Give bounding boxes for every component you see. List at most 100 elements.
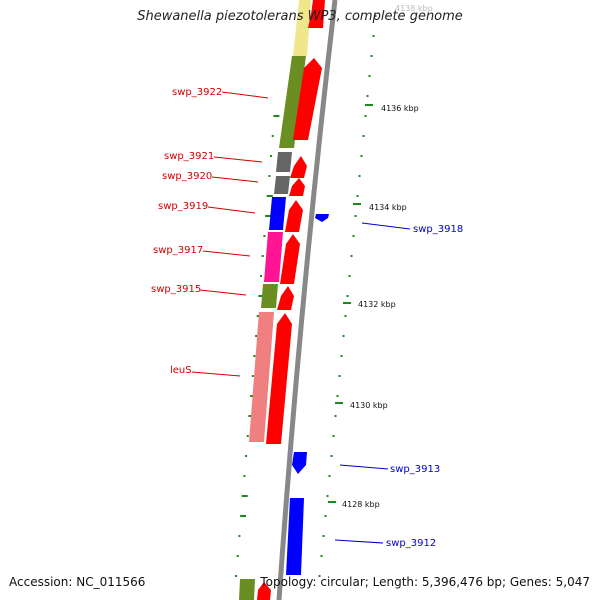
scale-dot: [358, 175, 361, 177]
gene-label[interactable]: swp_3913: [390, 464, 440, 475]
label-leader-line: [191, 371, 241, 377]
tick-label: 4128 kbp: [342, 500, 380, 509]
cog-block-magenta: [264, 232, 283, 282]
accession-label: Accession: NC_011566: [9, 575, 146, 589]
gene-arrow-forward: [277, 286, 294, 310]
cog-block-salmon: [249, 312, 274, 442]
major-tick: [343, 302, 351, 304]
scale-dot: [258, 295, 265, 297]
scale-dot: [334, 415, 337, 417]
gene-arrow-forward: [289, 178, 305, 196]
scale-dot: [265, 215, 272, 217]
label-leader-line: [334, 539, 384, 544]
gene-label[interactable]: swp_3918: [413, 224, 463, 235]
gene-label[interactable]: leuS: [170, 365, 192, 376]
genome-summary: Topology: circular; Length: 5,396,476 bp…: [260, 575, 590, 589]
label-leader-line: [361, 222, 411, 230]
scale-dot: [253, 355, 256, 357]
scale-dot: [273, 115, 280, 117]
gene-arrow-forward: [280, 234, 300, 284]
scale-dot: [366, 95, 369, 97]
scale-dot: [240, 515, 247, 517]
scale-dot: [360, 155, 363, 157]
scale-dot: [236, 555, 239, 557]
label-leader-line: [207, 206, 256, 214]
cog-blocks: [239, 0, 311, 600]
gene-label[interactable]: swp_3919: [158, 201, 208, 212]
map-title: Shewanella piezotolerans WP3, complete g…: [137, 9, 463, 24]
scale-dot: [318, 575, 321, 577]
gene-label[interactable]: swp_3920: [162, 171, 212, 182]
label-leader-line: [202, 250, 251, 257]
gene-arrow-forward: [266, 313, 292, 444]
tick-label: 4130 kbp: [350, 401, 388, 410]
gene-arrow-forward: [293, 58, 322, 140]
gene-label[interactable]: swp_3921: [164, 151, 214, 162]
gene-arrow-forward: [257, 582, 271, 600]
scale-dot: [235, 575, 238, 577]
cog-block-blue: [269, 197, 286, 230]
gene-arrow-reverse: [286, 498, 304, 575]
genome-backbone: [276, 0, 338, 600]
scale-dot: [346, 295, 349, 297]
scale-dot: [342, 335, 345, 337]
scale-dot: [322, 535, 325, 537]
scale-dot: [370, 55, 373, 57]
scale-dot: [344, 315, 347, 317]
reverse-genes: [286, 214, 329, 575]
cog-block-gray: [274, 176, 290, 194]
gene-label[interactable]: swp_3917: [153, 245, 203, 256]
label-leader-line: [339, 464, 389, 470]
scale-dot: [261, 255, 264, 257]
scale-dot: [364, 115, 367, 117]
scale-dot: [352, 235, 355, 237]
right-gene-labels: swp_3918 swp_3913 swp_3912: [334, 222, 463, 549]
scale-dot: [330, 455, 333, 457]
scale-dot: [340, 355, 343, 357]
scale-dot: [374, 15, 377, 17]
scale-dot: [348, 275, 351, 277]
label-leader-line: [213, 156, 263, 163]
tick-label: 4134 kbp: [369, 203, 407, 212]
scale-dot: [356, 195, 359, 197]
label-leader-line: [199, 289, 247, 296]
label-leader-line: [221, 91, 269, 99]
cog-block-yellow: [293, 0, 311, 56]
scale-dot: [245, 455, 248, 457]
scale-dot: [260, 275, 263, 277]
label-leader-line: [211, 176, 259, 183]
scale-dot: [332, 435, 335, 437]
scale-dot: [372, 35, 375, 37]
scale-dot: [271, 135, 274, 137]
scale-dot: [241, 495, 248, 497]
gene-label[interactable]: swp_3915: [151, 284, 201, 295]
scale-dot: [326, 495, 329, 497]
scale-dot: [338, 375, 341, 377]
major-tick: [328, 501, 336, 503]
scale-dot: [243, 475, 246, 477]
gene-arrow-reverse: [315, 214, 329, 222]
major-tick: [353, 203, 361, 205]
scale-dot: [263, 235, 266, 237]
gene-label[interactable]: swp_3922: [172, 87, 222, 98]
tick-label: 4136 kbp: [381, 104, 419, 113]
gene-label[interactable]: swp_3912: [386, 538, 436, 549]
cog-block-gray: [276, 152, 292, 172]
scale-dot: [268, 175, 271, 177]
major-tick: [365, 104, 373, 106]
scale-dot: [251, 375, 254, 377]
scale-dot: [320, 555, 323, 557]
forward-genes: [257, 0, 325, 600]
scale-dot: [368, 75, 371, 77]
gene-arrow-reverse: [292, 452, 307, 474]
gene-arrow-forward: [285, 200, 303, 232]
scale-dot: [336, 395, 339, 397]
gene-arrow-forward: [308, 0, 325, 28]
tick-label: 4138 kbp: [395, 4, 433, 13]
left-gene-labels: swp_3922 swp_3921 swp_3920 swp_3919 swp_…: [151, 87, 269, 377]
scale-dot: [266, 195, 273, 197]
cog-block-olive: [261, 284, 278, 308]
gene-arrow-forward: [290, 156, 307, 178]
cog-block-olive: [279, 56, 306, 148]
